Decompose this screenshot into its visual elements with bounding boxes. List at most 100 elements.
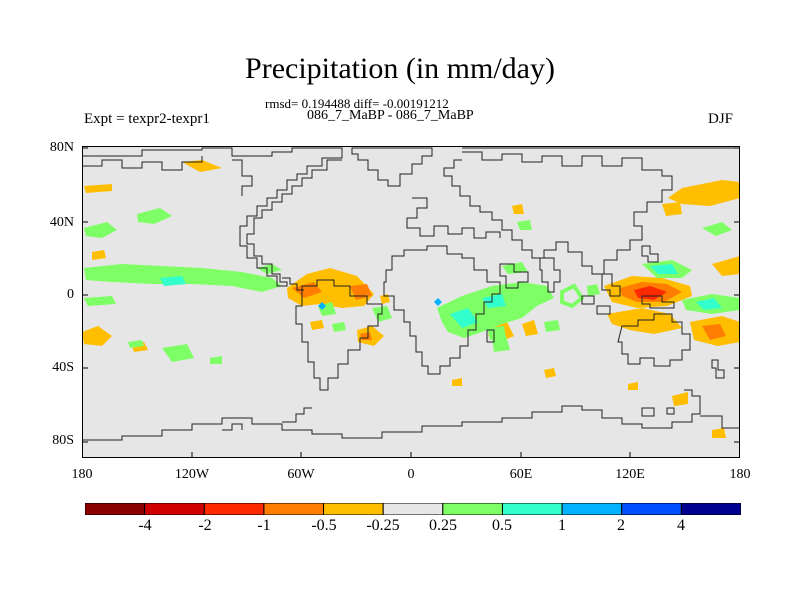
- anomaly-blob: [132, 342, 148, 352]
- lon-label-60w: 60W: [287, 467, 315, 482]
- colorbar-swatch: [85, 503, 146, 515]
- anomaly-blob: [502, 262, 528, 274]
- colorbar-swatch: [501, 503, 563, 515]
- colorbar-swatch: [263, 503, 325, 515]
- anomaly-blob: [434, 298, 442, 306]
- anomaly-blob: [482, 294, 506, 308]
- experiment-label: Expt = texpr2-texpr1: [84, 111, 210, 127]
- colorbar-swatch: [680, 503, 741, 515]
- map-title: Precipitation (in mm/day): [245, 52, 555, 85]
- colorbar-label: -0.5: [311, 517, 337, 534]
- colorbar-swatch: [203, 503, 265, 515]
- anomaly-blob: [160, 276, 186, 286]
- anomaly-blob: [210, 356, 222, 364]
- anomaly-blob: [696, 298, 722, 310]
- anomaly-blob: [517, 220, 532, 230]
- colorbar-swatch: [323, 503, 384, 515]
- anomaly-blob: [84, 184, 112, 193]
- colorbar-label: -2: [198, 517, 212, 534]
- anomaly-blob: [332, 322, 346, 332]
- anomaly-blob: [702, 324, 726, 340]
- anomaly-blob: [84, 296, 116, 306]
- colorbar-label: 0.5: [492, 517, 512, 534]
- coastline-europe: [406, 197, 501, 239]
- coastline-north-america-west: [82, 156, 203, 171]
- anomaly-blob: [702, 222, 732, 236]
- colorbar-swatch: [144, 503, 205, 515]
- colorbar-swatch: [382, 503, 444, 515]
- anomaly-blob: [668, 180, 740, 206]
- coastline-antarctica: [82, 389, 740, 441]
- season-label: DJF: [708, 111, 734, 127]
- anomaly-blob: [672, 392, 688, 406]
- anomaly-blob: [560, 283, 585, 309]
- lat-label-40s: 40S: [52, 360, 74, 375]
- lat-label-0: 0: [67, 287, 74, 302]
- coastline-south-america: [295, 279, 383, 391]
- colorbar-swatch: [561, 503, 623, 515]
- lon-label-0: 0: [407, 467, 415, 482]
- map-frame: [82, 146, 740, 458]
- colorbar-label: 1: [558, 517, 566, 534]
- anomaly-blob: [587, 284, 600, 296]
- anomaly-blob: [492, 336, 510, 352]
- lon-label-180e: 180: [729, 467, 751, 482]
- anomaly-blob: [544, 320, 560, 332]
- anomaly-blob: [257, 264, 282, 274]
- anomaly-blob: [128, 340, 144, 348]
- coastlines: [82, 147, 740, 441]
- lon-label-120w: 120W: [174, 467, 210, 482]
- coastline-central-america: [282, 277, 304, 291]
- colorbar-label: 0.25: [429, 517, 457, 534]
- coastline-indonesia-2: [596, 305, 611, 315]
- lon-label-180w: 180: [71, 467, 93, 482]
- precipitation-map: [82, 146, 740, 458]
- colorbar-swatch: [442, 503, 503, 515]
- coastline-new-zealand: [711, 359, 725, 379]
- anomaly-blob: [92, 250, 106, 260]
- colorbar-label: 2: [617, 517, 625, 534]
- coastline-antarctic-peninsula: [282, 407, 312, 423]
- coastline-australia: [617, 313, 691, 367]
- anomaly-blob: [650, 264, 678, 274]
- anomaly-blob: [137, 208, 172, 224]
- coastline-madagascar: [486, 329, 495, 343]
- coastline-north-america-interior: [232, 159, 253, 196]
- anomaly-blob: [450, 308, 478, 328]
- anomaly-blob: [82, 326, 112, 346]
- lon-label-120e: 120E: [615, 467, 645, 482]
- anomaly-blob: [287, 268, 374, 308]
- stats-text: rmsd= 0.194488 diff= -0.00191212: [265, 96, 449, 111]
- colorbar-label: -1: [257, 517, 271, 534]
- anomaly-blob: [310, 320, 324, 330]
- coastline-indonesia-1: [581, 295, 595, 305]
- anomaly-blob: [162, 344, 194, 362]
- colorbar-label: -4: [138, 517, 152, 534]
- anomaly-blob: [712, 256, 740, 276]
- coastline-se-asia: [601, 273, 621, 297]
- lat-label-80n: 80N: [49, 140, 74, 155]
- colorbar-label: 4: [677, 517, 685, 534]
- lat-label-40n: 40N: [49, 215, 74, 230]
- anomaly-blob: [544, 368, 556, 378]
- coastline-new-guinea: [641, 295, 675, 309]
- lat-label-80s: 80S: [52, 433, 74, 448]
- coastline-africa: [383, 245, 501, 375]
- coastline-south-pacific-island: [222, 423, 243, 431]
- coastline-eurasia: [443, 147, 740, 275]
- coastline-antarctic-islands: [641, 407, 675, 417]
- coastline-arabia: [499, 263, 529, 289]
- anomaly-blob: [512, 204, 524, 214]
- experiment-pair-label: 086_7_MaBP - 086_7_MaBP: [307, 108, 474, 123]
- anomaly-blob: [628, 382, 638, 390]
- colorbar-swatch: [621, 503, 682, 515]
- lon-label-60e: 60E: [509, 467, 533, 482]
- coastline-greenland: [351, 147, 433, 187]
- anomaly-blob: [522, 320, 538, 336]
- anomaly-blob: [318, 302, 326, 310]
- anomaly-blob: [712, 428, 726, 438]
- anomaly-blob: [662, 202, 682, 216]
- anomaly-blob: [182, 160, 222, 172]
- coastline-japan: [641, 245, 659, 263]
- colorbar: [85, 503, 741, 515]
